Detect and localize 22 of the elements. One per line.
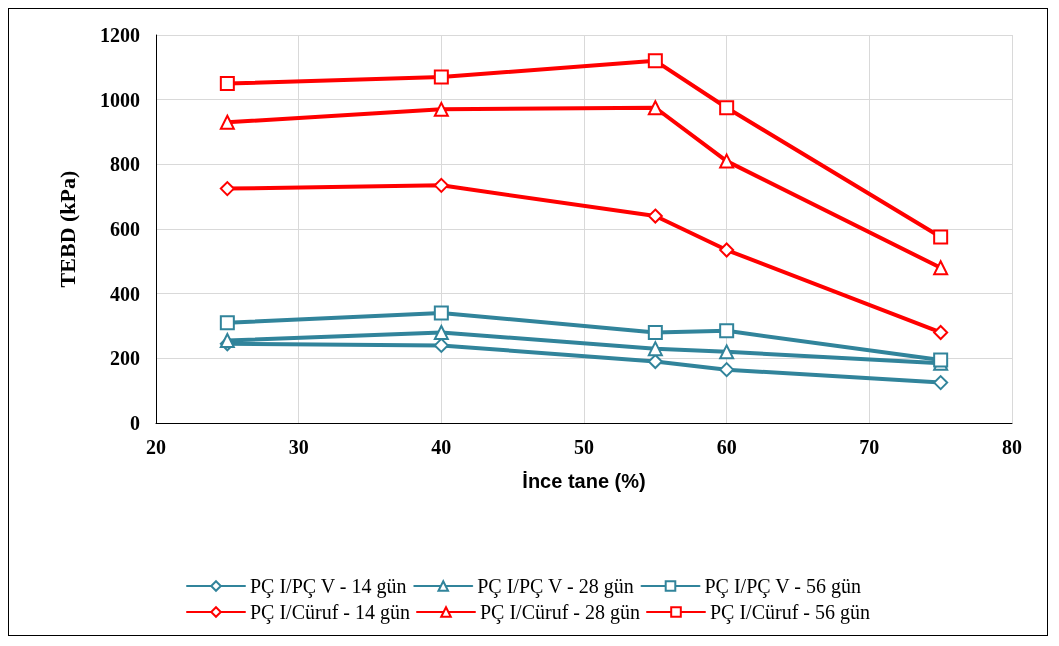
x-tick-label: 80 [1002,436,1022,458]
legend-label: PÇ I/PÇ V - 14 gün [250,575,407,598]
legend-label: PÇ I/PÇ V - 28 gün [477,575,634,598]
legend-label: PÇ I/Cüruf - 28 gün [480,601,640,624]
y-tick-label: 1000 [100,88,140,111]
x-tick-label: 20 [146,436,166,458]
y-tick-label: 800 [110,153,140,176]
x-tick-label: 40 [431,436,452,458]
x-tick-label: 50 [574,436,594,458]
legend-label: PÇ I/PÇ V - 56 gün [704,575,862,598]
x-tick-label: 30 [288,436,309,458]
legend-label: PÇ I/Cüruf - 14 gün [250,601,410,624]
x-axis-title: İnce tane (%) [522,470,646,492]
y-tick-label: 200 [110,347,140,370]
x-tick-label: 60 [716,436,737,458]
y-axis-title: TEBD (kPa) [54,170,80,288]
y-tick-label: 600 [110,218,140,240]
y-tick-label: 400 [110,282,140,305]
x-tick-label: 70 [859,436,880,458]
y-tick-label: 1200 [100,24,140,46]
y-tick-label: 0 [130,412,140,434]
legend-label: PÇ I/Cüruf - 56 gün [710,601,870,624]
